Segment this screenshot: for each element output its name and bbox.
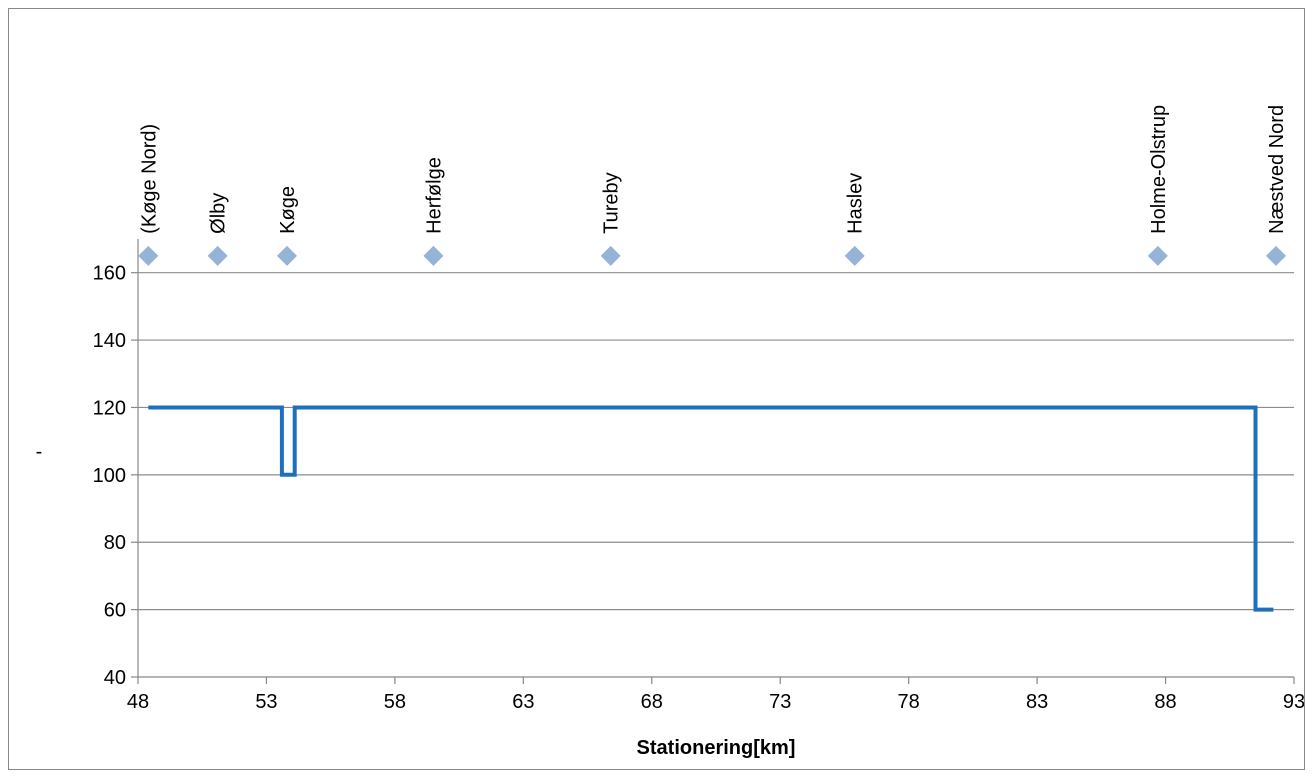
station-label: Tureby bbox=[601, 172, 623, 234]
speed-profile-line bbox=[148, 405, 1274, 612]
x-tick-label: 68 bbox=[641, 691, 663, 713]
y-tick-label: 40 bbox=[104, 667, 126, 689]
y-tick-labels: 40 60 80 100 120 140 160 bbox=[93, 263, 138, 689]
station-label: Køge bbox=[277, 186, 299, 234]
x-tick-label: 88 bbox=[1154, 691, 1176, 713]
y-axis-title: - bbox=[36, 441, 43, 463]
station-labels: (Køge Nord) Ølby Køge Herfølge Tureby Haslev H… bbox=[138, 105, 1288, 234]
station-label: Ølby bbox=[208, 193, 230, 234]
x-axis-title: Stationering[km] bbox=[637, 737, 796, 759]
station-marker bbox=[138, 245, 159, 266]
x-tick-label: 73 bbox=[769, 691, 791, 713]
y-tick-label: 80 bbox=[104, 532, 126, 554]
station-markers bbox=[138, 245, 1287, 266]
y-tick-label: 100 bbox=[93, 465, 126, 487]
x-tick-label: 83 bbox=[1026, 691, 1048, 713]
x-tick-label: 78 bbox=[898, 691, 920, 713]
axes bbox=[137, 239, 1294, 678]
y-tick-label: 60 bbox=[104, 600, 126, 622]
station-marker bbox=[423, 245, 444, 266]
station-label: Holme-Olstrup bbox=[1148, 105, 1170, 234]
station-label: Haslev bbox=[845, 173, 867, 234]
station-marker bbox=[207, 245, 228, 266]
station-label: (Køge Nord) bbox=[138, 124, 160, 234]
speed-profile-series bbox=[148, 405, 1274, 612]
station-marker bbox=[600, 245, 621, 266]
chart-frame: 40 60 80 100 120 140 160 48 53 58 63 68 73 78 83 88 93 … bbox=[8, 8, 1305, 770]
station-marker bbox=[1266, 245, 1287, 266]
station-label: Næstved Nord bbox=[1266, 105, 1288, 234]
station-label: Herfølge bbox=[423, 157, 445, 234]
x-tick-label: 63 bbox=[512, 691, 534, 713]
y-tick-label: 160 bbox=[93, 263, 126, 285]
y-tick-label: 120 bbox=[93, 397, 126, 419]
station-marker bbox=[1147, 245, 1168, 266]
x-tick-label: 93 bbox=[1283, 691, 1304, 713]
station-marker bbox=[276, 245, 297, 266]
y-tick-label: 140 bbox=[93, 330, 126, 352]
gridlines bbox=[138, 272, 1294, 611]
x-tick-label: 58 bbox=[384, 691, 406, 713]
x-tick-label: 48 bbox=[127, 691, 149, 713]
station-marker bbox=[844, 245, 865, 266]
x-tick-labels: 48 53 58 63 68 73 78 83 88 93 bbox=[127, 677, 1305, 713]
x-tick-label: 53 bbox=[255, 691, 277, 713]
